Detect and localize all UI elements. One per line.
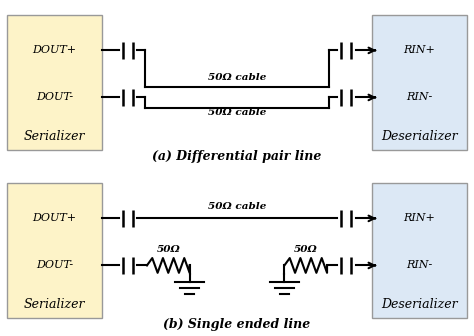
Bar [372,15,467,150]
Text: Deserializer: Deserializer [381,298,458,310]
Text: RIN-: RIN- [406,92,433,102]
Text: (a) Differential pair line: (a) Differential pair line [152,150,322,163]
Text: DOUT-: DOUT- [36,92,73,102]
Bar [7,183,102,318]
Text: 50Ω cable: 50Ω cable [208,108,266,117]
Text: 50Ω: 50Ω [294,245,318,254]
Bar [372,183,467,318]
Text: (b) Single ended line: (b) Single ended line [164,318,310,331]
Text: RIN-: RIN- [406,260,433,270]
Text: DOUT-: DOUT- [36,260,73,270]
Text: Serializer: Serializer [24,130,85,142]
Text: 50Ω: 50Ω [156,245,180,254]
Text: 50Ω cable: 50Ω cable [208,202,266,211]
Text: RIN+: RIN+ [403,213,436,223]
Bar [7,15,102,150]
Text: 50Ω cable: 50Ω cable [208,73,266,82]
Text: DOUT+: DOUT+ [32,213,77,223]
Text: Deserializer: Deserializer [381,130,458,142]
Text: DOUT+: DOUT+ [32,45,77,55]
Text: Serializer: Serializer [24,298,85,310]
Text: RIN+: RIN+ [403,45,436,55]
